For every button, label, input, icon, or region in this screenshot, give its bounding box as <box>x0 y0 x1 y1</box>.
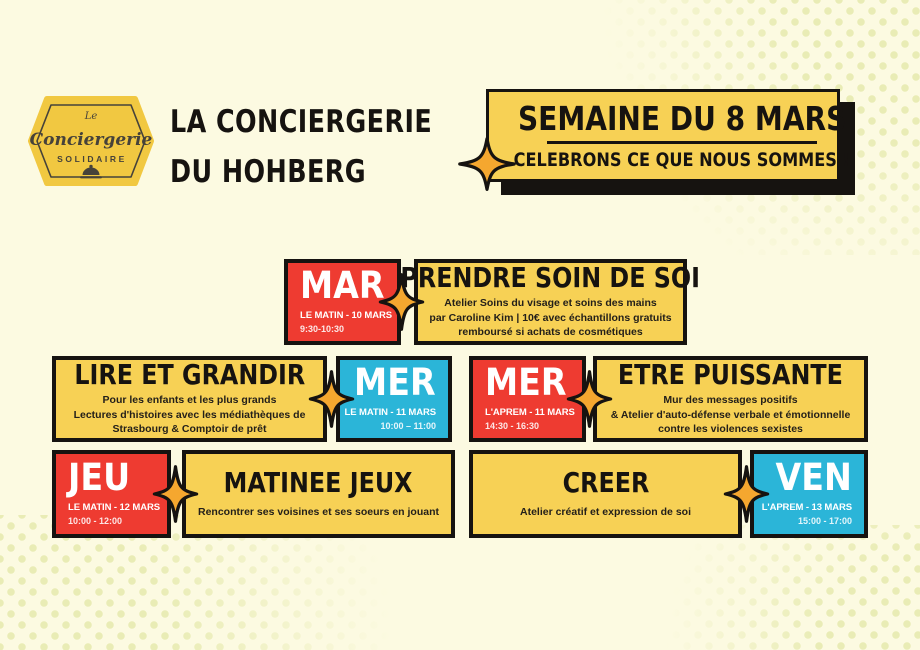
conciergerie-solidaire-logo: Le Conciergerie SOLIDAIRE <box>28 96 154 186</box>
banner-title: SEMAINE DU 8 MARS <box>517 98 847 138</box>
day-time: 9:30-10:30 <box>300 324 345 335</box>
event-description: Atelier créatif et expression de soi <box>520 505 691 520</box>
logo-name-text: Conciergerie <box>30 130 153 150</box>
sparkle-star-icon <box>379 273 424 331</box>
sparkle-star-icon <box>567 370 612 428</box>
day-block-jeu: JEU LE MATIN - 12 MARS 10:00 - 12:00 <box>52 450 171 538</box>
event-block-prendre-soin: PRENDRE SOIN DE SOI Atelier Soins du vis… <box>401 259 700 345</box>
page-title: LA CONCIERGERIE DU HOHBERG <box>170 97 500 197</box>
event-desc-line: & Atelier d'auto-défense verbale et émot… <box>610 408 851 421</box>
banner-divider <box>546 140 818 144</box>
day-label: MAR <box>300 263 385 307</box>
sparkle-star-icon <box>458 137 516 191</box>
day-when: LE MATIN - 10 MARS <box>300 310 392 322</box>
day-label: JEU <box>68 455 131 499</box>
event-description: Mur des messages positifs & Atelier d'au… <box>611 393 851 437</box>
event-block-lire-et-grandir: LIRE ET GRANDIR Pour les enfants et les … <box>52 356 327 442</box>
day-when: LE MATIN - 12 MARS <box>68 502 160 514</box>
logo-le-text: Le <box>84 111 98 122</box>
page-title-line1: LA CONCIERGERIE <box>170 104 433 140</box>
day-time: 10:00 – 11:00 <box>380 421 436 432</box>
day-when: L'APREM - 11 MARS <box>485 407 575 419</box>
event-desc-line: Strasbourg & Comptoir de prêt <box>112 423 267 436</box>
day-when: LE MATIN - 11 MARS <box>344 407 437 419</box>
day-time: 10:00 - 12:00 <box>68 516 123 527</box>
event-block-matinee-jeux: MATINEE JEUX Rencontrer ses voisines et … <box>182 450 455 538</box>
event-desc-line: Rencontrer ses voisines et ses soeurs en… <box>197 505 439 518</box>
event-description: Rencontrer ses voisines et ses soeurs en… <box>198 505 439 520</box>
logo-badge-shape <box>28 96 154 186</box>
event-title: CREER <box>562 465 649 499</box>
halftone-dots-bottom-right <box>610 525 920 650</box>
event-desc-line: Mur des messages positifs <box>663 393 798 406</box>
sparkle-star-icon <box>724 465 769 523</box>
day-time: 14:30 - 16:30 <box>485 421 540 432</box>
event-title: PRENDRE SOIN DE SOI <box>400 260 701 294</box>
day-block-mer-matin: MER LE MATIN - 11 MARS 10:00 – 11:00 <box>336 356 452 442</box>
event-block-creer: CREER Atelier créatif et expression de s… <box>469 450 742 538</box>
bell-icon <box>80 164 102 179</box>
week-banner: SEMAINE DU 8 MARS CELEBRONS CE QUE NOUS … <box>486 89 850 182</box>
day-block-ven: VEN L'APREM - 13 MARS 15:00 - 17:00 <box>750 450 868 538</box>
event-desc-line: Lectures d'histoires avec les médiathèqu… <box>73 408 306 421</box>
event-desc-line: remboursé si achats de cosmétiques <box>458 326 643 339</box>
sparkle-star-icon <box>309 370 354 428</box>
event-title: MATINEE JEUX <box>224 465 413 499</box>
banner-subtitle: CELEBRONS CE QUE NOUS SOMMES ! <box>513 148 851 171</box>
event-description: Atelier Soins du visage et soins des mai… <box>429 296 671 340</box>
event-desc-line: Atelier créatif et expression de soi <box>520 505 691 518</box>
event-title: ETRE PUISSANTE <box>617 357 844 391</box>
event-title: LIRE ET GRANDIR <box>74 357 305 391</box>
event-desc-line: Pour les enfants et les plus grands <box>102 393 277 406</box>
event-block-etre-puissante: ETRE PUISSANTE Mur des messages positifs… <box>593 356 868 442</box>
day-time: 15:00 - 17:00 <box>797 516 852 527</box>
day-label: VEN <box>775 455 852 499</box>
logo-subtitle-text: SOLIDAIRE <box>57 154 127 164</box>
event-description: Pour les enfants et les plus grands Lect… <box>74 393 306 437</box>
event-desc-line: par Caroline Kim | 10€ avec échantillons… <box>429 311 672 324</box>
day-label: MER <box>354 360 436 404</box>
event-desc-line: contre les violences sexistes <box>658 423 803 436</box>
event-desc-line: Atelier Soins du visage et soins des mai… <box>444 296 657 309</box>
day-when: L'APREM - 13 MARS <box>761 502 852 514</box>
day-label: MER <box>485 360 567 404</box>
sparkle-star-icon <box>153 465 198 523</box>
day-block-mer-aprem: MER L'APREM - 11 MARS 14:30 - 16:30 <box>469 356 586 442</box>
logo-badge-outline <box>36 104 146 178</box>
page-title-line2: DU HOHBERG <box>170 154 367 190</box>
